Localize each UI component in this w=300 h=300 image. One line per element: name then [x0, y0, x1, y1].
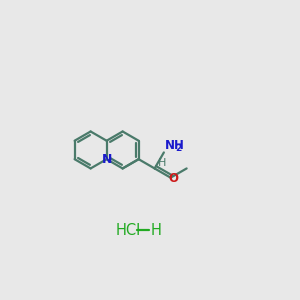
- Text: H: H: [158, 158, 166, 168]
- Text: 2: 2: [176, 144, 182, 153]
- Text: O: O: [169, 172, 179, 185]
- Text: H: H: [151, 223, 161, 238]
- Text: N: N: [101, 153, 112, 166]
- Text: HCl: HCl: [115, 223, 140, 238]
- Text: NH: NH: [165, 139, 184, 152]
